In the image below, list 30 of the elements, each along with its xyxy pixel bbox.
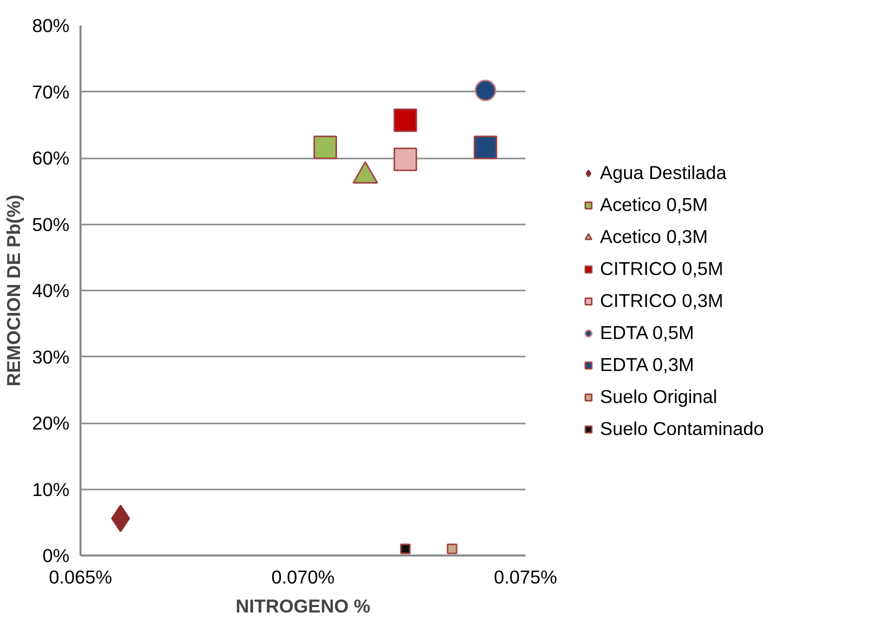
- legend-label: Agua Destilada: [600, 162, 727, 184]
- legend-label: Suelo Contaminado: [600, 418, 764, 440]
- point: [474, 80, 496, 102]
- legend-label: Suelo Original: [600, 386, 718, 408]
- y-tick-label: 60%: [32, 148, 70, 168]
- y-tick-label: 20%: [32, 412, 70, 434]
- y-tick-label: 30%: [32, 346, 70, 368]
- legend-label: Acetico 0,5M: [600, 194, 708, 216]
- legend-label: CITRICO 0,5M: [600, 258, 724, 280]
- point: [394, 108, 418, 132]
- y-tick-label: 0%: [42, 545, 70, 566]
- point: [394, 148, 418, 172]
- y-tick-label: 80%: [32, 15, 70, 36]
- y-tick-label: 50%: [32, 214, 70, 235]
- y-tick-label: 10%: [32, 478, 70, 500]
- y-tick-label: 70%: [32, 81, 70, 102]
- legend-label: EDTA 0,3M: [600, 354, 694, 376]
- point: [446, 544, 458, 554]
- x-tick-label: 0.065%: [48, 566, 112, 588]
- y-axis-title: REMOCION DE Pb(%): [3, 194, 24, 386]
- x-axis-title: NITROGENO %: [236, 596, 371, 616]
- point: [314, 136, 337, 160]
- x-tick-label: 0.075%: [494, 566, 558, 588]
- point: [474, 136, 498, 160]
- legend-label: EDTA 0,5M: [600, 322, 694, 344]
- x-tick-label: 0.070%: [271, 566, 335, 588]
- point: [400, 544, 411, 554]
- y-tick-label: 40%: [32, 280, 70, 301]
- legend-label: CITRICO 0,3M: [600, 290, 724, 312]
- legend-label: Acetico 0,3M: [600, 226, 708, 248]
